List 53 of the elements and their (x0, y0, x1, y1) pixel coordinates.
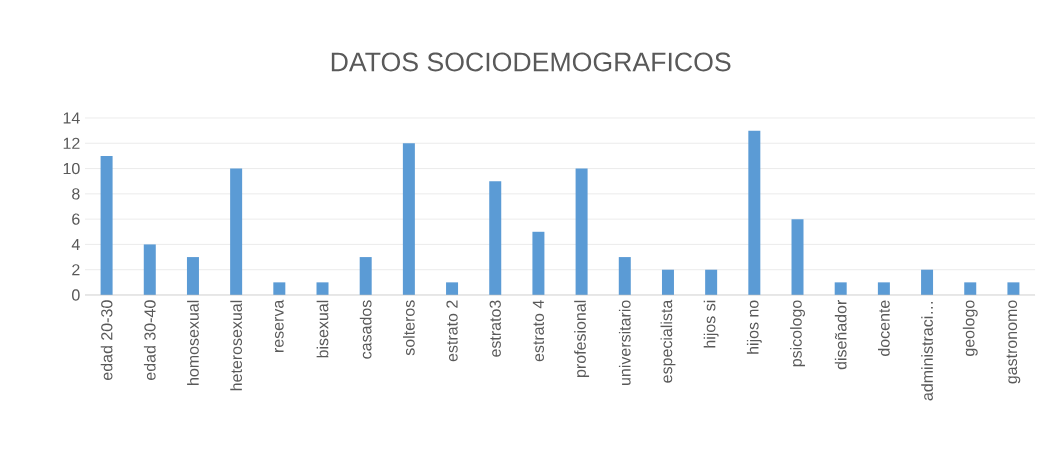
x-tick-label: edad 20-30 (100, 300, 113, 380)
x-tick-label: gastronomo (1006, 300, 1021, 384)
bar (316, 282, 329, 295)
x-tick-label: estrato 4 (532, 300, 544, 362)
bar (791, 219, 804, 295)
bar (877, 282, 890, 295)
x-tick-label: bisexual (316, 300, 329, 358)
y-tick-label: 6 (72, 213, 80, 225)
bar (489, 181, 502, 295)
y-tick-label: 2 (72, 264, 80, 276)
bar (359, 257, 372, 295)
x-tick-label: diseñador (834, 300, 847, 370)
x-tick-label: universitario (618, 300, 631, 385)
x-tick-label: solteros (403, 300, 415, 356)
chart-title: DATOS SOCIODEMOGRAFICOS (331, 52, 731, 72)
x-tick-label: hijos si (703, 300, 719, 348)
x-tick-label: estrato 2 (446, 300, 458, 362)
x-tick-label: hijos no (746, 300, 762, 354)
x-tick-label: especialista (660, 299, 676, 383)
x-tick-label: heterosexual (230, 300, 242, 391)
bar (575, 168, 588, 295)
x-tick-label: profesional (574, 300, 590, 377)
bar (618, 257, 631, 295)
y-tick-label: 4 (71, 238, 80, 250)
bar (705, 269, 718, 295)
y-tick-label: 10 (63, 162, 80, 175)
x-tick-label: casados (359, 300, 372, 359)
bar (446, 282, 459, 295)
y-tick-label: 12 (63, 137, 80, 149)
bar (230, 168, 243, 295)
y-tick-label: 8 (72, 188, 80, 200)
x-tick-label: psicologo (790, 300, 805, 367)
x-tick-label: geologo (962, 300, 978, 356)
x-tick-label: estrato3 (489, 300, 501, 357)
bar (1007, 282, 1020, 295)
y-tick-label: 14 (63, 112, 80, 124)
bar (964, 282, 977, 295)
bar (273, 282, 286, 295)
bar (661, 269, 674, 295)
x-tick-label: reserva (274, 299, 284, 352)
x-tick-label: homosexual (187, 300, 199, 385)
bar (921, 269, 934, 295)
bar (748, 130, 761, 295)
bar (100, 155, 113, 295)
bar (834, 282, 847, 295)
bar (143, 244, 156, 295)
x-tick-label: docente (878, 300, 890, 356)
x-tick-label: administraci… (921, 301, 933, 401)
bar (186, 257, 199, 295)
bar (402, 143, 415, 295)
x-tick-label: edad 30-40 (143, 300, 156, 380)
y-tick-label: 0 (72, 289, 80, 301)
bar (532, 231, 545, 295)
